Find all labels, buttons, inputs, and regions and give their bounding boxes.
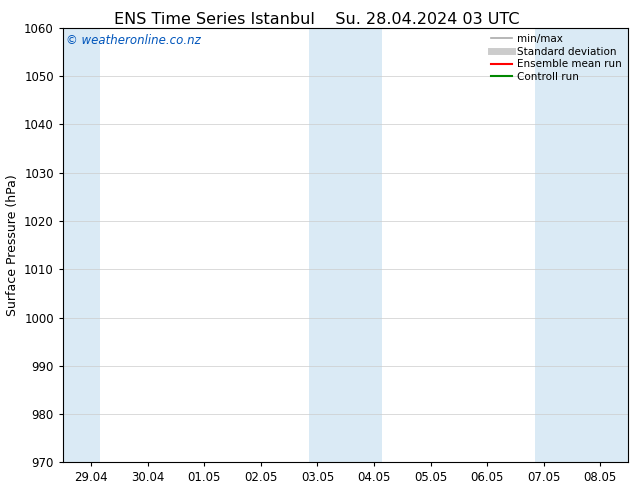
Legend: min/max, Standard deviation, Ensemble mean run, Controll run: min/max, Standard deviation, Ensemble me… — [488, 30, 626, 86]
Text: ENS Time Series Istanbul    Su. 28.04.2024 03 UTC: ENS Time Series Istanbul Su. 28.04.2024 … — [114, 12, 520, 27]
Y-axis label: Surface Pressure (hPa): Surface Pressure (hPa) — [6, 174, 18, 316]
Text: © weatheronline.co.nz: © weatheronline.co.nz — [66, 34, 200, 47]
Bar — [60, 28, 100, 463]
Bar — [535, 28, 631, 463]
Bar — [309, 28, 382, 463]
